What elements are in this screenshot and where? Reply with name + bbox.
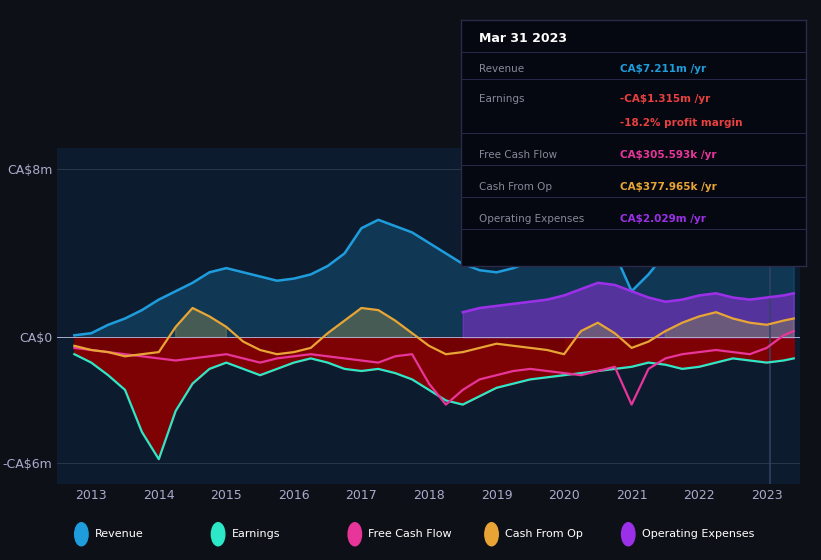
Text: Operating Expenses: Operating Expenses	[479, 214, 584, 224]
Text: -CA$1.315m /yr: -CA$1.315m /yr	[620, 94, 710, 104]
Text: CA$305.593k /yr: CA$305.593k /yr	[620, 150, 717, 160]
Text: CA$377.965k /yr: CA$377.965k /yr	[620, 182, 717, 192]
Ellipse shape	[348, 522, 361, 546]
Text: Free Cash Flow: Free Cash Flow	[369, 529, 452, 539]
Text: -18.2% profit margin: -18.2% profit margin	[620, 118, 742, 128]
Text: Revenue: Revenue	[479, 64, 524, 74]
Ellipse shape	[485, 522, 498, 546]
Text: Cash From Op: Cash From Op	[505, 529, 583, 539]
Ellipse shape	[75, 522, 88, 546]
Text: Operating Expenses: Operating Expenses	[642, 529, 754, 539]
Text: Cash From Op: Cash From Op	[479, 182, 552, 192]
Ellipse shape	[621, 522, 635, 546]
Text: Revenue: Revenue	[95, 529, 144, 539]
Text: CA$2.029m /yr: CA$2.029m /yr	[620, 214, 706, 224]
Text: Earnings: Earnings	[479, 94, 524, 104]
Text: CA$7.211m /yr: CA$7.211m /yr	[620, 64, 706, 74]
Text: Mar 31 2023: Mar 31 2023	[479, 32, 566, 45]
Ellipse shape	[211, 522, 225, 546]
Text: Earnings: Earnings	[232, 529, 280, 539]
Text: Free Cash Flow: Free Cash Flow	[479, 150, 557, 160]
